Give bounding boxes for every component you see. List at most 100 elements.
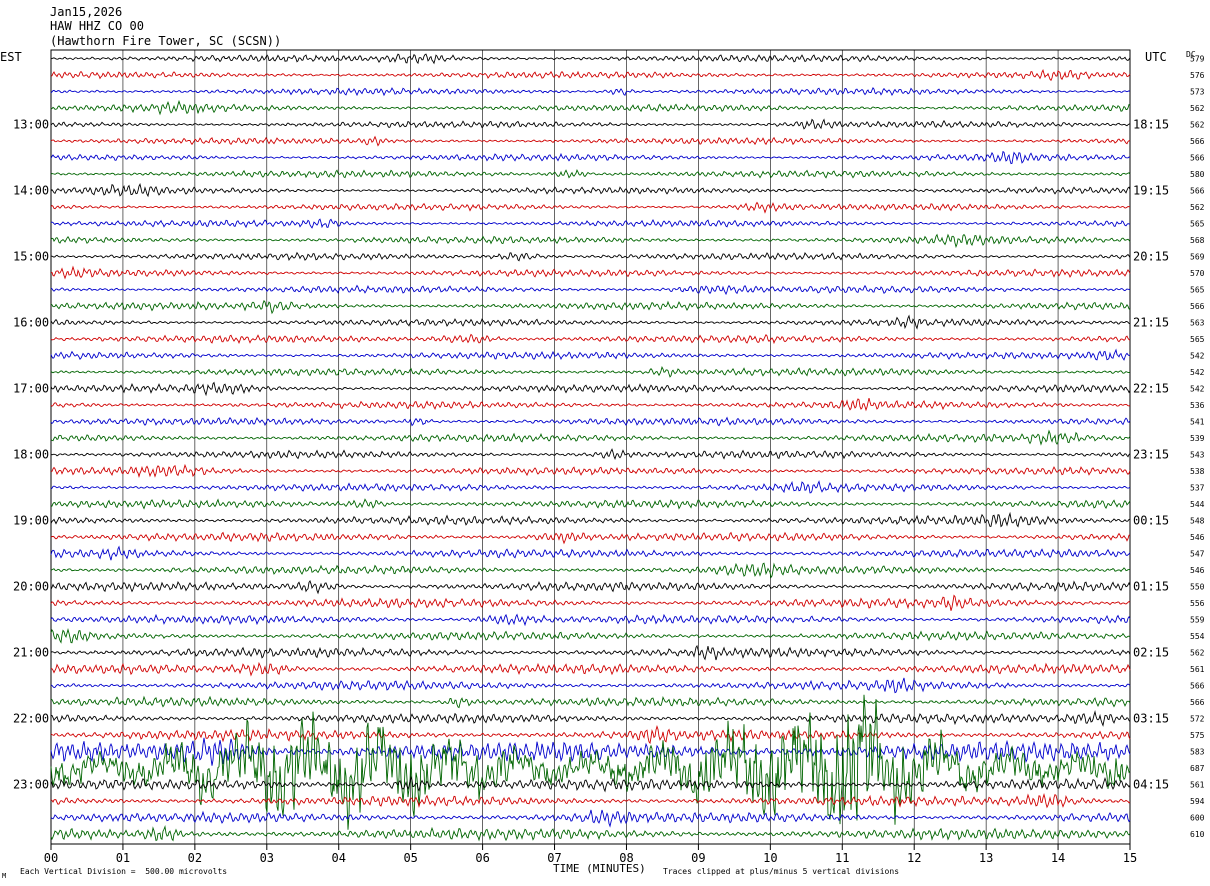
trace-line xyxy=(50,314,1131,330)
station-location: (Hawthorn Fire Tower, SC (SCSN)) xyxy=(50,34,282,48)
dc-offset-label: 562 xyxy=(1190,104,1205,113)
trace-line xyxy=(50,613,1131,627)
dc-offset-label: 566 xyxy=(1190,302,1205,311)
dc-offset-label: 542 xyxy=(1190,385,1205,394)
dc-offset-label: 573 xyxy=(1190,88,1205,97)
utc-hour-labels: 18:15 19:15 20:15 21:15 22:15 23:15 00:15 01:15… xyxy=(1133,118,1169,792)
x-tick-label: 09 xyxy=(691,851,705,865)
dc-offset-label: 570 xyxy=(1190,269,1205,278)
utc-axis-title: UTC xyxy=(1145,50,1167,64)
dc-offset-label: 569 xyxy=(1190,253,1205,262)
trace-line xyxy=(50,135,1131,147)
dc-offset-label: 548 xyxy=(1190,517,1205,526)
trace-line xyxy=(50,416,1131,427)
plot-frame xyxy=(50,49,1131,845)
x-tick-label: 02 xyxy=(188,851,202,865)
trace-line xyxy=(50,251,1131,262)
utc-hour-label: 03:15 xyxy=(1133,712,1169,726)
dc-offset-label: 576 xyxy=(1190,71,1205,80)
est-hour-label: 15:00 xyxy=(13,250,49,264)
est-hour-label: 22:00 xyxy=(13,712,49,726)
trace-line xyxy=(50,429,1131,446)
trace-line xyxy=(50,628,1131,644)
dc-offset-label: 594 xyxy=(1190,797,1205,806)
utc-hour-label: 18:15 xyxy=(1133,118,1169,132)
dc-offset-label: 562 xyxy=(1190,121,1205,130)
dc-offset-label: 536 xyxy=(1190,401,1205,410)
dc-offset-label: 542 xyxy=(1190,368,1205,377)
trace-line xyxy=(50,233,1131,249)
trace-line xyxy=(50,695,1131,709)
trace-line xyxy=(50,99,1131,116)
dc-offset-label: 546 xyxy=(1190,566,1205,575)
dc-offset-label: 575 xyxy=(1190,731,1205,740)
dc-offset-label: 539 xyxy=(1190,434,1205,443)
trace-line xyxy=(50,737,1131,766)
dc-offset-label: 556 xyxy=(1190,599,1205,608)
x-tick-label: 01 xyxy=(116,851,130,865)
dc-offset-label: 566 xyxy=(1190,154,1205,163)
x-tick-label: 11 xyxy=(835,851,849,865)
est-hour-labels: 13:00 14:00 15:00 16:00 17:00 18:00 19:00 20:00… xyxy=(13,118,49,792)
trace-line xyxy=(50,333,1131,345)
x-tick-label: 15 xyxy=(1123,851,1137,865)
trace-line xyxy=(50,299,1131,315)
trace-line xyxy=(50,809,1131,828)
dc-offset-label: 550 xyxy=(1190,583,1205,592)
est-hour-label: 16:00 xyxy=(13,316,49,330)
trace-line xyxy=(50,531,1131,545)
x-tick-label: 04 xyxy=(332,851,346,865)
dc-offset-label: 561 xyxy=(1190,781,1205,790)
trace-line xyxy=(50,463,1131,478)
est-hour-label: 14:00 xyxy=(13,184,49,198)
trace-line xyxy=(50,201,1131,214)
trace-line xyxy=(50,694,1131,830)
dc-offset-label: 554 xyxy=(1190,632,1205,641)
utc-hour-label: 22:15 xyxy=(1133,382,1169,396)
clip-note: Traces clipped at plus/minus 5 vertical … xyxy=(663,867,900,876)
dc-offset-label: 543 xyxy=(1190,451,1205,460)
x-tick-label: 10 xyxy=(763,851,777,865)
trace-line xyxy=(50,498,1131,510)
dc-offset-label: 687 xyxy=(1190,764,1205,773)
dc-offset-label: 566 xyxy=(1190,137,1205,146)
trace-line xyxy=(50,381,1131,397)
est-hour-label: 23:00 xyxy=(13,778,49,792)
x-tick-label: 13 xyxy=(979,851,993,865)
x-axis-ticks: 00 01 02 03 04 05 06 07 08 09 10 11 12 13 14 15 xyxy=(44,844,1137,865)
dc-offset-label: 559 xyxy=(1190,616,1205,625)
dc-offset-label: 566 xyxy=(1190,698,1205,707)
est-hour-label: 19:00 xyxy=(13,514,49,528)
utc-hour-label: 04:15 xyxy=(1133,778,1169,792)
trace-line xyxy=(51,710,1131,727)
trace-line xyxy=(50,580,1131,595)
est-hour-label: 13:00 xyxy=(13,118,49,132)
trace-line xyxy=(50,545,1131,561)
trace-line xyxy=(50,725,1131,745)
trace-line xyxy=(50,69,1131,82)
utc-hour-label: 01:15 xyxy=(1133,580,1169,594)
trace-line xyxy=(50,348,1131,361)
utc-hour-label: 00:15 xyxy=(1133,514,1169,528)
x-tick-label: 00 xyxy=(44,851,58,865)
dc-offset-label: 583 xyxy=(1190,748,1205,757)
dc-offset-label: 610 xyxy=(1190,830,1205,839)
dc-offset-label: 566 xyxy=(1190,682,1205,691)
dc-offset-label: 538 xyxy=(1190,467,1205,476)
trace-line xyxy=(50,661,1131,677)
dc-offset-label: 562 xyxy=(1190,203,1205,212)
trace-line xyxy=(50,448,1131,460)
dc-offset-label: 565 xyxy=(1190,286,1205,295)
utc-hour-label: 23:15 xyxy=(1133,448,1169,462)
utc-hour-label: 20:15 xyxy=(1133,250,1169,264)
dc-offset-label: 579 xyxy=(1190,55,1205,64)
dc-offset-labels: 579 576 573 562 562 566 566 580 566 562 565 568 569 5… xyxy=(1190,55,1205,840)
scale-note: Each Vertical Division = 500.00 microvol… xyxy=(20,867,228,876)
trace-line xyxy=(50,677,1131,694)
trace-line xyxy=(50,562,1131,579)
trace-line xyxy=(50,53,1131,65)
trace-line xyxy=(50,775,1131,793)
chart-date: Jan15,2026 xyxy=(50,5,123,19)
trace-line xyxy=(50,594,1131,611)
